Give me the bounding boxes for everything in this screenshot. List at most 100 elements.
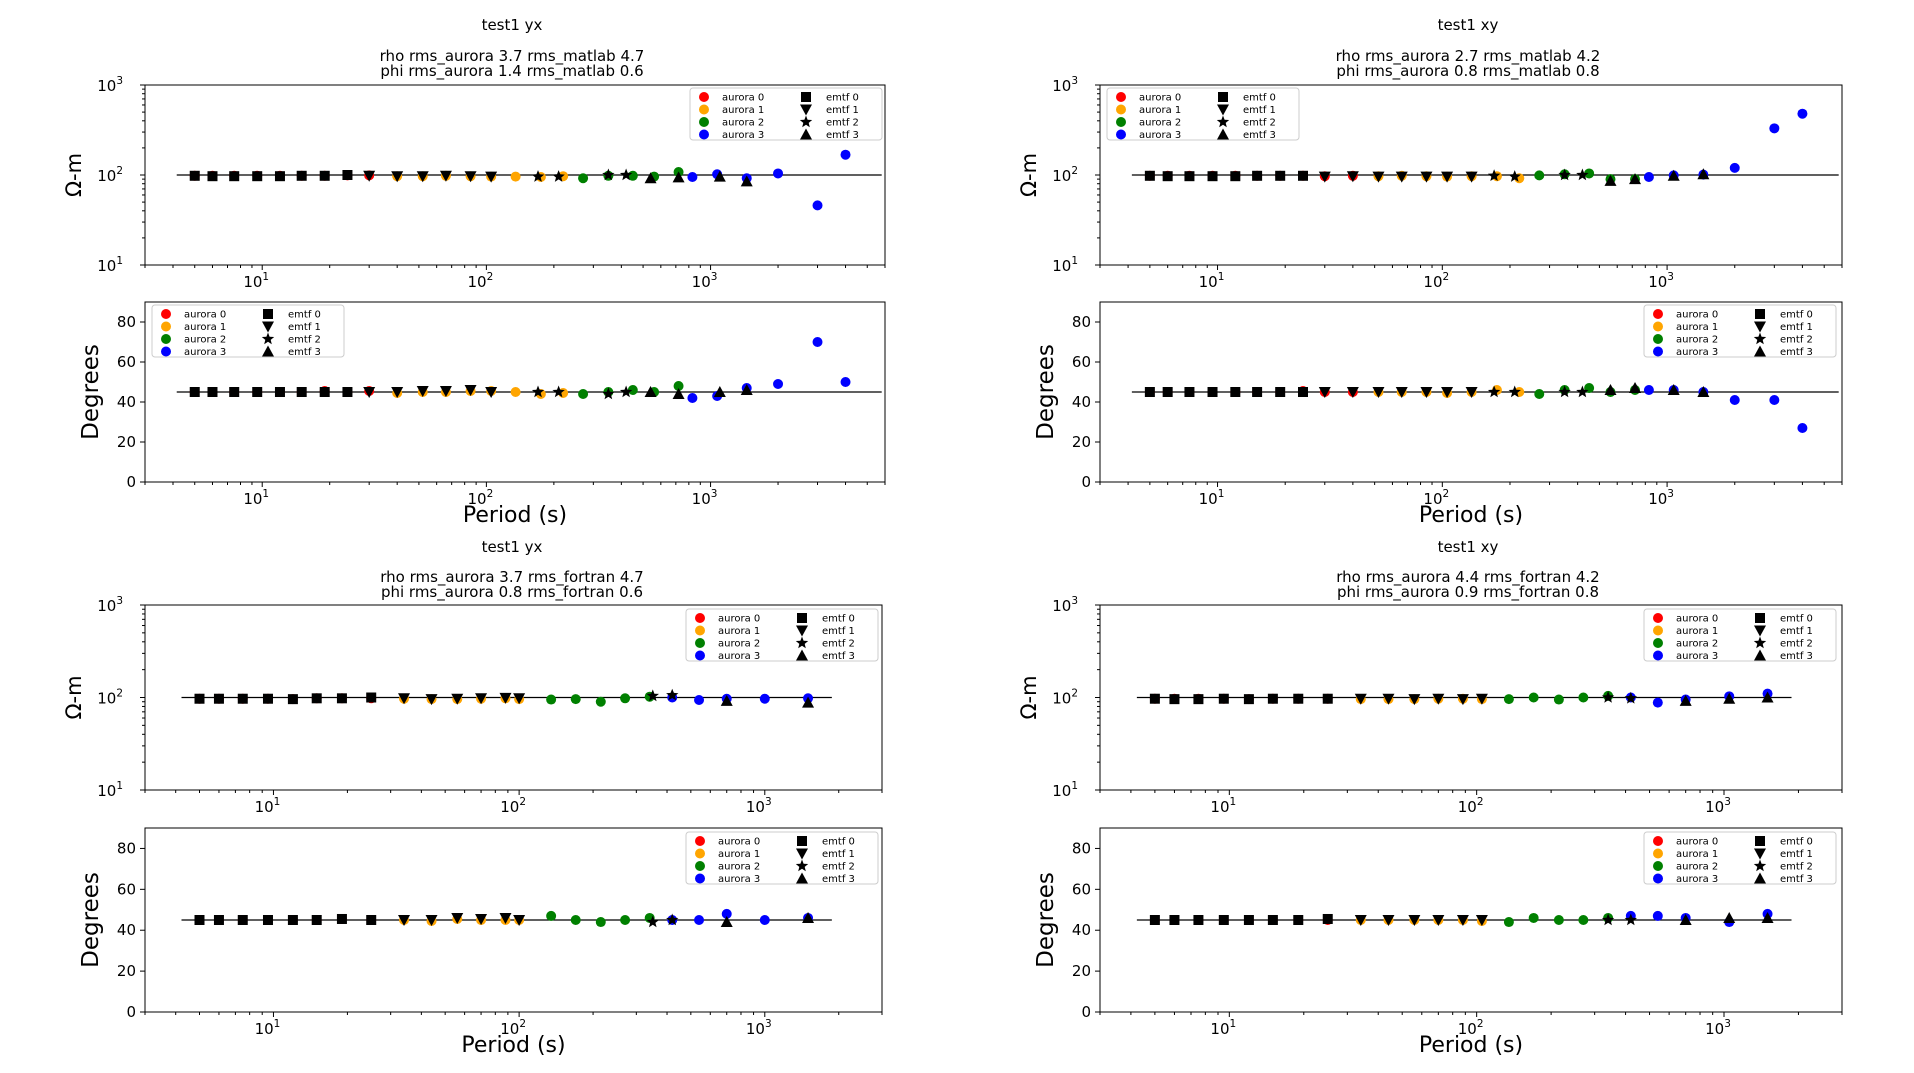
legend-aurora-1-label: aurora 1 xyxy=(1139,105,1181,116)
emtf-0-point xyxy=(1230,387,1241,397)
emtf-0-point xyxy=(1267,915,1278,925)
emtf-2-point xyxy=(619,385,633,398)
panel-2: test1 yx rho rms_aurora 3.7 rms_fortran 4… xyxy=(62,538,883,1058)
emtf-3-point xyxy=(720,694,733,706)
emtf-0-point xyxy=(366,915,377,925)
legend-emtf-3-marker xyxy=(796,872,808,884)
legend-aurora-0-label: aurora 0 xyxy=(1676,614,1718,625)
phi-rms-subtitle: phi rms_aurora 1.4 rms_matlab 0.6 xyxy=(380,62,643,81)
rho-ylabel: Ω-m xyxy=(1017,675,1041,719)
emtf-3-point xyxy=(1697,386,1710,397)
emtf-0-point xyxy=(1149,693,1160,704)
legend-rho-3: aurora 0 emtf 0 aurora 1 emtf 1 aurora 2 emtf… xyxy=(1643,608,1837,662)
aurora-1-point xyxy=(510,387,521,397)
aurora-3-point xyxy=(1652,697,1663,708)
x-tick-label-exponent: 2 xyxy=(1443,488,1450,500)
emtf-2-point xyxy=(1558,168,1571,181)
y-tick-label-exponent: 1 xyxy=(1071,255,1078,267)
legend-aurora-2-label: aurora 2 xyxy=(184,335,226,346)
legend-emtf-2-label: emtf 2 xyxy=(288,335,321,346)
emtf-1-point xyxy=(391,387,404,398)
legend-aurora-2-marker xyxy=(1653,861,1663,871)
y-tick-label-exponent: 1 xyxy=(116,780,123,792)
x-tick-label: 102 xyxy=(1458,1018,1484,1038)
y-tick-label: 102 xyxy=(1052,688,1078,708)
legend-rho-1: aurora 0 emtf 0 aurora 1 emtf 1 aurora 2 emtf… xyxy=(1106,87,1300,141)
phi-ylabel: Degrees xyxy=(78,344,104,440)
y-tick-label: 101 xyxy=(97,255,123,275)
legend-aurora-0-marker xyxy=(1653,613,1663,623)
phi-rms-subtitle: phi rms_aurora 0.9 rms_fortran 0.8 xyxy=(1337,583,1599,602)
x-tick-label-exponent: 3 xyxy=(1667,488,1674,500)
emtf-2-point xyxy=(666,688,679,701)
aurora-2-point xyxy=(1578,915,1589,925)
legend-aurora-0-marker xyxy=(1653,309,1663,319)
emtf-1-point xyxy=(425,915,438,926)
y-tick-label-base: 10 xyxy=(1052,167,1071,185)
emtf-0-point xyxy=(1169,694,1180,705)
legend-aurora-1-label: aurora 1 xyxy=(1676,626,1718,637)
legend-aurora-1-label: aurora 1 xyxy=(1676,322,1718,333)
legend-phi-3: aurora 0 emtf 0 aurora 1 emtf 1 aurora 2 emtf… xyxy=(1643,831,1837,885)
y-tick-label: 60 xyxy=(117,353,136,371)
legend-emtf-3-label: emtf 3 xyxy=(288,347,321,358)
legend-aurora-0-marker xyxy=(695,836,705,846)
emtf-1-point xyxy=(513,915,526,926)
emtf-0-point xyxy=(1207,171,1218,182)
y-tick-label: 102 xyxy=(97,165,123,185)
emtf-0-point xyxy=(194,915,205,925)
y-tick-label-exponent: 2 xyxy=(1071,165,1078,177)
emtf-1-point xyxy=(363,387,376,398)
emtf-1-point xyxy=(1408,915,1421,926)
emtf-0-point xyxy=(1162,387,1173,397)
y-tick-label-base: 10 xyxy=(1052,690,1071,708)
legend-emtf-1-marker xyxy=(1754,321,1766,333)
x-tick-label-base: 10 xyxy=(692,273,711,291)
panel-title: test1 yx xyxy=(482,16,543,34)
aurora-3-point xyxy=(1797,108,1808,119)
emtf-1-point xyxy=(1408,694,1421,706)
emtf-0-point xyxy=(319,170,330,181)
y-tick-label: 40 xyxy=(117,393,136,411)
panel-1: test1 xy rho rms_aurora 2.7 rms_matlab 4.… xyxy=(1017,16,1843,528)
legend-emtf-0-label: emtf 0 xyxy=(822,837,855,848)
legend-aurora-2-marker xyxy=(161,334,171,344)
legend-emtf-2-label: emtf 2 xyxy=(826,118,859,129)
emtf-1-point xyxy=(499,692,512,704)
emtf-0-point xyxy=(274,171,285,182)
y-tick-label: 103 xyxy=(97,75,123,95)
legend-emtf-3-marker xyxy=(800,128,812,140)
legend-emtf-0-marker xyxy=(1755,613,1765,623)
legend-aurora-2-marker xyxy=(1653,334,1663,344)
aurora-2-point xyxy=(570,915,581,925)
x-tick-label-exponent: 2 xyxy=(519,1018,526,1030)
emtf-1-point xyxy=(1382,915,1395,926)
emtf-3-point xyxy=(1604,384,1617,395)
x-tick-label: 101 xyxy=(255,1018,281,1038)
y-tick-label: 103 xyxy=(97,595,123,615)
emtf-0-point xyxy=(1184,171,1195,182)
aurora-3-point xyxy=(694,694,705,705)
x-tick-label-base: 10 xyxy=(1423,490,1442,508)
y-tick-label: 60 xyxy=(117,880,136,898)
emtf-2-point xyxy=(1601,913,1615,926)
aurora-2-point xyxy=(570,694,581,705)
legend-aurora-2-marker xyxy=(1116,117,1126,127)
x-tick-label-base: 10 xyxy=(1648,273,1667,291)
emtf-2-point xyxy=(531,385,545,398)
y-tick-label: 40 xyxy=(117,921,136,939)
emtf-3-point xyxy=(1679,914,1692,925)
emtf-3-point xyxy=(1667,169,1680,181)
legend-emtf-1-label: emtf 1 xyxy=(1780,849,1813,860)
emtf-0-point xyxy=(213,693,224,704)
emtf-3-point xyxy=(672,388,685,399)
legend-emtf-2-marker xyxy=(261,332,275,345)
emtf-0-point xyxy=(262,693,273,704)
aurora-2-point xyxy=(546,910,557,921)
axes-frame xyxy=(144,827,883,1013)
